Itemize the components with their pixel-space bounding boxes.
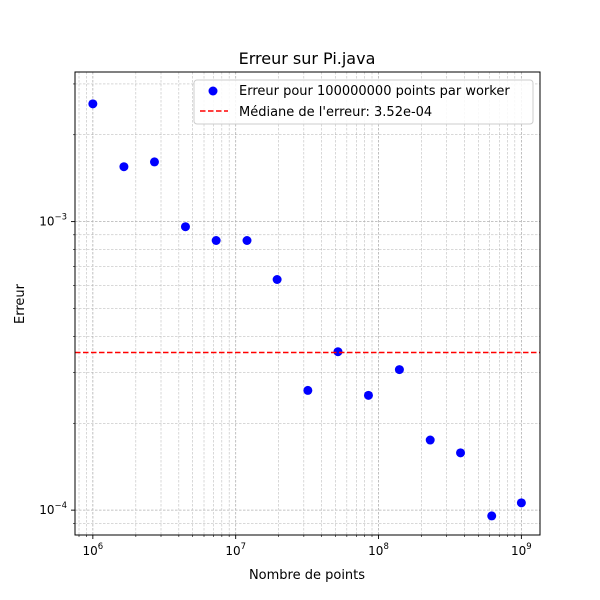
scatter-point [333, 347, 343, 357]
scatter-point [487, 511, 497, 521]
chart-title: Erreur sur Pi.java [239, 49, 376, 68]
scatter-point [180, 222, 190, 232]
scatter-point [363, 390, 373, 400]
x-tick-label: 108 [368, 542, 389, 558]
y-axis-label: Erreur [13, 283, 28, 324]
scatter-point [394, 365, 404, 375]
y-tick-label: 10−3 [39, 213, 67, 229]
axis-ticks [71, 83, 522, 539]
scatter-point [88, 99, 98, 109]
scatter-point [425, 435, 435, 445]
legend-label-median: Médiane de l'erreur: 3.52e-04 [239, 105, 432, 120]
y-tick-label: 10−4 [39, 501, 67, 517]
legend-label-scatter: Erreur pour 100000000 points par worker [239, 84, 510, 99]
legend-scatter-marker [208, 86, 218, 96]
axes-frame [74, 71, 541, 536]
x-tick-label: 109 [511, 542, 532, 558]
scatter-point [211, 236, 221, 246]
x-tick-label: 107 [225, 542, 246, 558]
legend: Erreur pour 100000000 points par worker … [193, 79, 534, 125]
scatter-point [149, 157, 159, 167]
plot-data [75, 99, 540, 521]
scatter-point [456, 448, 466, 458]
scatter-point [516, 498, 526, 508]
scatter-point [303, 385, 313, 395]
y-tick-labels: 10−4 10−3 [39, 213, 67, 518]
x-tick-label: 106 [82, 542, 103, 558]
scatter-point [242, 236, 252, 246]
legend-box [193, 79, 534, 125]
scatter-point [119, 162, 129, 172]
scatter-point [272, 275, 282, 285]
x-tick-labels: 106 107 108 109 [82, 542, 531, 558]
x-axis-label: Nombre de points [249, 568, 365, 583]
grid [75, 72, 540, 535]
